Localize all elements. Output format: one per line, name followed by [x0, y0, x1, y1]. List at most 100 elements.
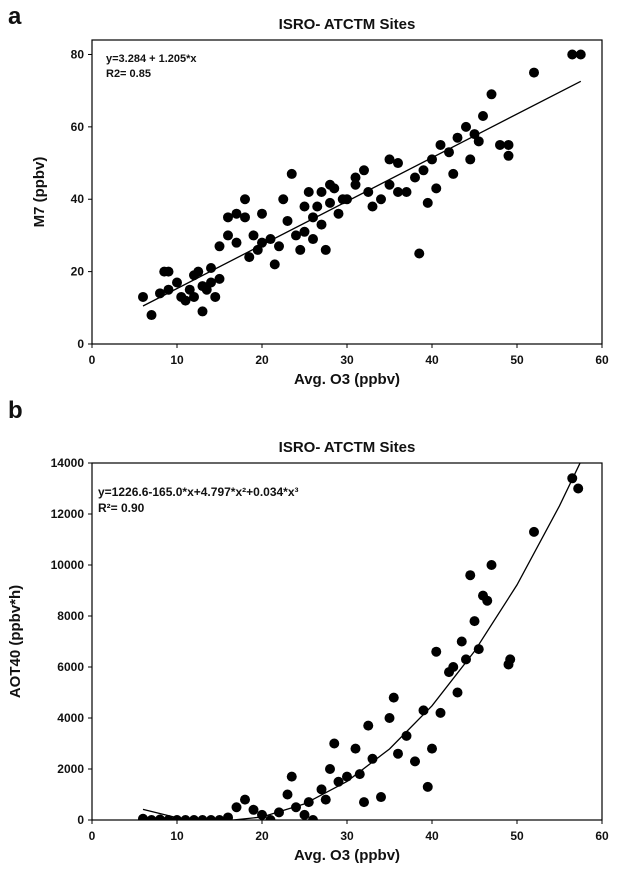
y-tick-label: 12000	[51, 507, 85, 521]
x-tick-label: 0	[89, 353, 96, 367]
data-point	[486, 560, 497, 570]
data-point	[478, 111, 488, 121]
data-point	[456, 636, 467, 647]
data-point	[503, 150, 514, 161]
data-point	[448, 168, 459, 179]
plot-frame	[91, 462, 603, 821]
data-point	[308, 815, 318, 820]
data-point	[206, 277, 216, 288]
data-point	[418, 165, 429, 176]
data-point	[567, 49, 578, 60]
data-point	[138, 291, 148, 302]
x-tick-label: 10	[170, 353, 184, 367]
data-point	[422, 781, 433, 792]
data-point	[376, 792, 386, 803]
data-point	[308, 234, 318, 245]
data-point	[505, 654, 516, 665]
y-tick-label: 40	[71, 192, 85, 206]
data-point	[252, 244, 263, 255]
data-point	[529, 67, 539, 78]
data-point	[240, 794, 250, 805]
data-point	[482, 595, 493, 606]
data-point	[448, 662, 459, 672]
data-point	[529, 526, 539, 537]
x-tick-label: 50	[510, 829, 524, 843]
data-point	[333, 208, 344, 219]
data-point	[223, 212, 233, 223]
data-point	[376, 194, 386, 205]
data-point	[146, 815, 157, 820]
data-point	[329, 183, 340, 194]
data-point	[231, 802, 242, 813]
chart-title: ISRO- ATCTM Sites	[279, 16, 416, 33]
data-point	[299, 201, 310, 212]
data-point	[201, 284, 212, 295]
y-tick-label: 2000	[57, 762, 84, 776]
data-point	[299, 809, 310, 820]
data-point	[422, 197, 433, 208]
data-point	[431, 646, 442, 657]
data-point	[206, 815, 216, 820]
x-tick-label: 40	[425, 353, 439, 367]
y-tick-label: 0	[77, 337, 84, 351]
data-point	[465, 154, 476, 165]
data-point	[461, 121, 471, 132]
data-point	[427, 743, 437, 754]
data-point	[257, 237, 267, 248]
annotation: R²= 0.90	[98, 501, 145, 515]
trend-line	[142, 463, 581, 820]
x-tick-label: 20	[255, 829, 269, 843]
data-point	[342, 194, 352, 205]
y-tick-label: 8000	[57, 609, 84, 623]
data-point	[495, 139, 505, 150]
data-point	[244, 252, 255, 263]
data-point	[257, 208, 267, 219]
data-point	[410, 172, 420, 183]
y-tick-label: 20	[71, 265, 85, 279]
data-point	[163, 266, 174, 277]
y-tick-label: 14000	[51, 456, 85, 470]
data-point	[295, 244, 306, 255]
x-tick-label: 60	[595, 353, 609, 367]
data-point	[388, 692, 399, 703]
data-point	[329, 738, 340, 749]
data-point	[184, 284, 195, 295]
x-tick-label: 10	[170, 829, 184, 843]
data-point	[278, 194, 289, 205]
y-axis-label: AOT40 (ppbv*h)	[7, 585, 24, 698]
data-point	[197, 815, 208, 820]
data-point	[350, 179, 361, 190]
data-point	[461, 654, 471, 665]
data-point	[503, 139, 514, 150]
data-point	[320, 244, 331, 255]
data-point	[325, 764, 335, 774]
data-point	[240, 194, 250, 205]
x-tick-label: 0	[89, 829, 96, 843]
y-tick-label: 0	[77, 813, 84, 827]
data-point	[354, 769, 365, 780]
data-point	[155, 814, 165, 820]
data-point	[486, 89, 497, 100]
data-point	[350, 743, 361, 754]
annotation: y=1226.6-165.0*x+4.797*x²+0.034*x³	[98, 485, 299, 499]
data-point	[214, 241, 225, 252]
data-point	[214, 815, 225, 820]
y-tick-label: 60	[71, 120, 85, 134]
data-point	[384, 713, 395, 723]
data-point	[138, 813, 148, 820]
y-axis-label: M7 (ppbv)	[31, 157, 48, 228]
data-point	[274, 241, 284, 252]
x-tick-label: 40	[425, 829, 439, 843]
data-point	[282, 789, 293, 800]
data-point	[393, 158, 403, 169]
data-point	[469, 616, 480, 627]
y-tick-label: 80	[71, 47, 85, 61]
data-point	[465, 570, 476, 581]
data-point	[193, 266, 204, 277]
plot-frame	[91, 39, 603, 345]
data-point	[573, 483, 584, 494]
data-point	[248, 804, 259, 815]
data-point	[575, 49, 586, 60]
x-tick-label: 30	[340, 353, 354, 367]
